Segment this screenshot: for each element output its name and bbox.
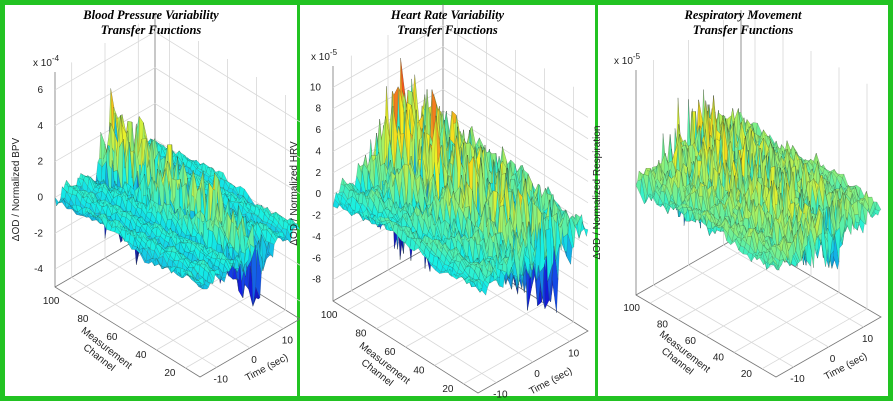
z-tick-label: 4 [37, 121, 43, 132]
z-tick-label: 10 [310, 82, 322, 93]
z-tick-label: -4 [312, 232, 321, 243]
y-tick-label: 40 [413, 365, 425, 376]
z-tick-label: 6 [315, 125, 321, 136]
z-tick-label: -8 [312, 275, 321, 286]
x-tick-label: 10 [862, 334, 874, 345]
x-tick-label: -10 [493, 390, 508, 401]
y-tick-label: 100 [321, 310, 338, 321]
z-tick-label: -2 [312, 211, 321, 222]
x-tick-label: 10 [282, 336, 294, 347]
panel-title: Transfer Functions [101, 23, 202, 37]
y-tick-label: 40 [713, 352, 725, 363]
y-tick-label: 80 [355, 329, 367, 340]
y-tick-label: 60 [106, 332, 118, 343]
x-tick-label: -10 [213, 374, 228, 385]
x-tick-label: -10 [790, 374, 805, 385]
y-tick-label: 20 [164, 368, 176, 379]
x-tick-label: 0 [534, 369, 540, 380]
z-tick-label: -2 [34, 228, 43, 239]
z-tick-label: 4 [315, 146, 321, 157]
x-tick-label: 10 [568, 348, 580, 359]
y-tick-label: 60 [685, 336, 697, 347]
z-tick-label: 2 [37, 157, 43, 168]
y-tick-label: 20 [442, 384, 454, 395]
x-tick-label: 0 [251, 355, 257, 366]
y-tick-label: 80 [77, 314, 89, 325]
y-tick-label: 20 [741, 369, 753, 380]
z-tick-label: 0 [315, 189, 321, 200]
panel-title: Transfer Functions [397, 23, 498, 37]
z-tick-label: 6 [37, 85, 43, 96]
z-scale-exponent: -4 [52, 54, 60, 63]
panel-title: Heart Rate Variability [390, 8, 505, 22]
y-tick-label: 60 [384, 347, 396, 358]
z-tick-label: 0 [37, 192, 43, 203]
z-scale-base: x 10 [33, 58, 52, 69]
z-tick-label: 2 [315, 168, 321, 179]
y-tick-label: 40 [135, 350, 147, 361]
z-axis-label: ΔOD / Normalized HRV [289, 141, 300, 246]
z-axis-label: ΔOD / Normalized BPV [11, 137, 22, 241]
panel-title: Blood Pressure Variability [82, 8, 219, 22]
z-scale-exponent: -5 [330, 48, 338, 57]
y-tick-label: 100 [623, 303, 640, 314]
y-tick-label: 100 [43, 296, 60, 307]
z-tick-label: 8 [315, 104, 321, 115]
z-tick-label: -6 [312, 253, 321, 264]
z-tick-label: -4 [34, 264, 43, 275]
x-tick-label: 0 [830, 354, 836, 365]
z-scale-base: x 10 [311, 52, 330, 63]
